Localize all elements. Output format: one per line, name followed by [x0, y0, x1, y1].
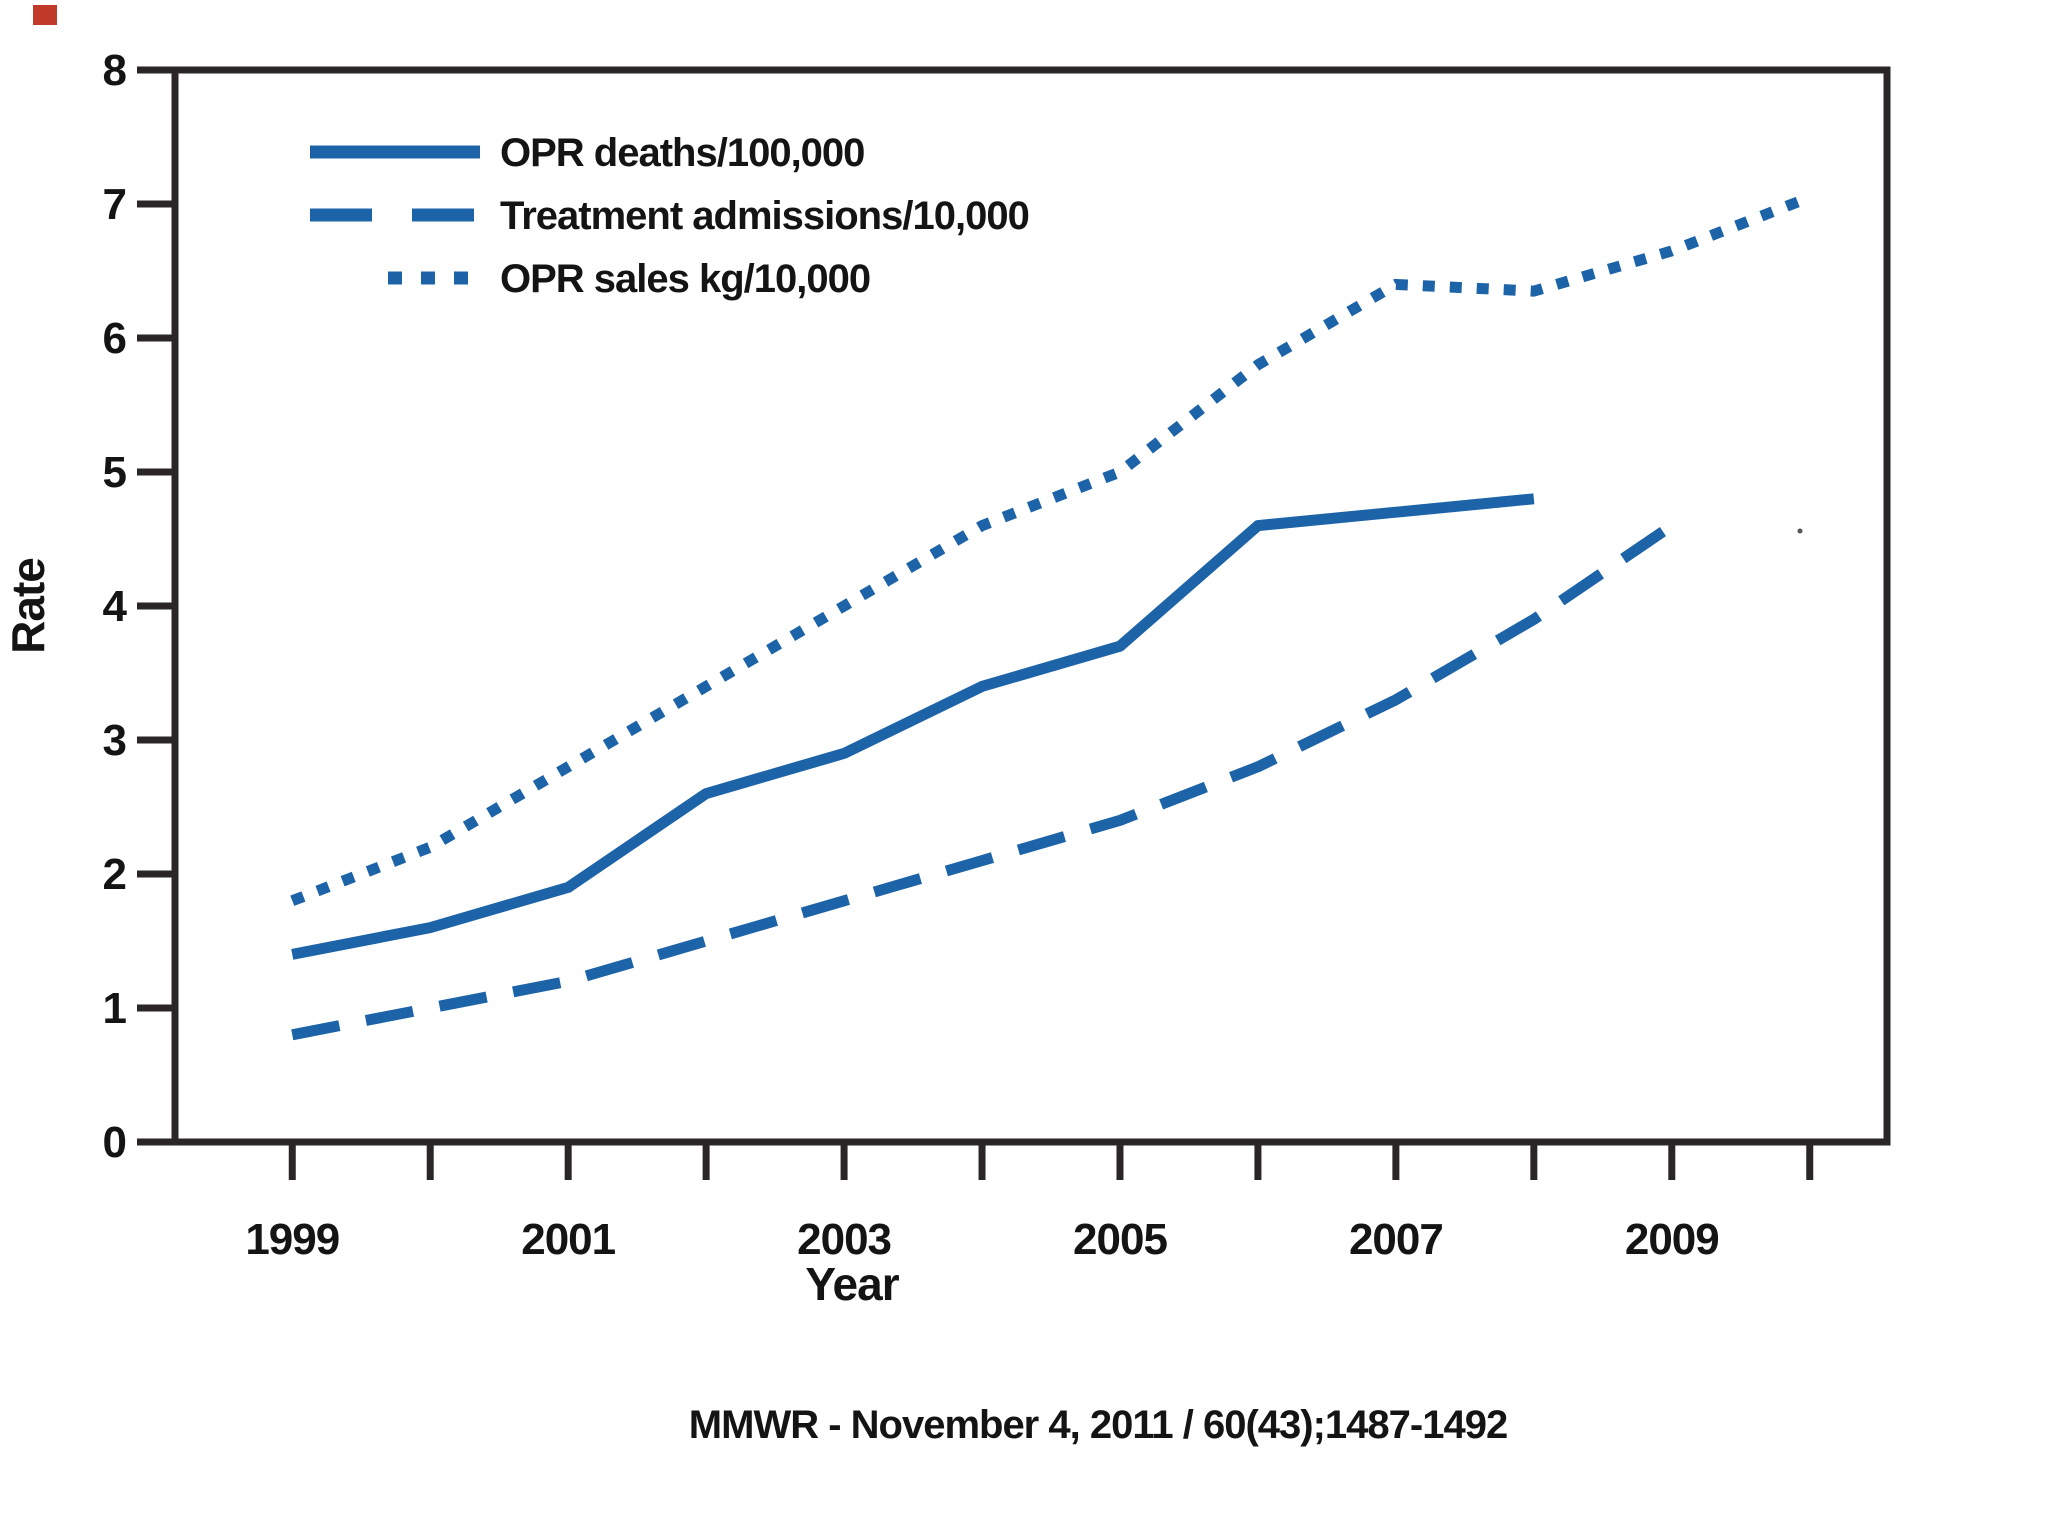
legend-label-opr-deaths-100-000: OPR deaths/100,000 [500, 131, 864, 175]
y-tick-label: 1 [103, 984, 127, 1033]
series-line-opr-sales-kg-10-000 [290, 192, 1812, 906]
y-tick-label: 7 [103, 180, 126, 229]
x-tick-label: 2003 [797, 1215, 891, 1264]
x-tick-label: 2007 [1349, 1215, 1443, 1264]
source-caption: MMWR - November 4, 2011 / 60(43);1487-14… [689, 1403, 1507, 1447]
x-tick-label: 2001 [521, 1215, 615, 1264]
stray-dot-artifact [1797, 528, 1803, 534]
series-line-treatment-admissions-10-000 [291, 521, 1675, 1041]
x-tick-label: 2005 [1073, 1215, 1167, 1264]
y-tick-label: 3 [103, 716, 126, 765]
x-tick-label: 1999 [245, 1215, 339, 1264]
x-axis-title: Year [805, 1258, 899, 1310]
plot-frame [171, 66, 1891, 1146]
y-tick-label: 2 [103, 850, 126, 899]
corner-smudge-artifact [33, 5, 57, 25]
legend-label-treatment-admissions-10-000: Treatment admissions/10,000 [500, 194, 1029, 238]
y-axis-title: Rate [2, 558, 54, 654]
y-tick-label: 5 [103, 448, 127, 497]
y-tick-label: 8 [103, 46, 127, 95]
y-tick-label: 6 [103, 314, 126, 363]
x-tick-label: 2009 [1625, 1215, 1719, 1264]
y-tick-label: 0 [103, 1118, 126, 1167]
chart-root: 0 1 2 3 4 5 6 7 8 1999 2001 2003 2005 2007 2009 Rate Yea… [2, 5, 1891, 1310]
y-tick-label: 4 [103, 582, 128, 631]
legend-label-opr-sales-kg-10-000: OPR sales kg/10,000 [500, 257, 870, 301]
series-line-opr-deaths-100-000 [291, 493, 1535, 960]
